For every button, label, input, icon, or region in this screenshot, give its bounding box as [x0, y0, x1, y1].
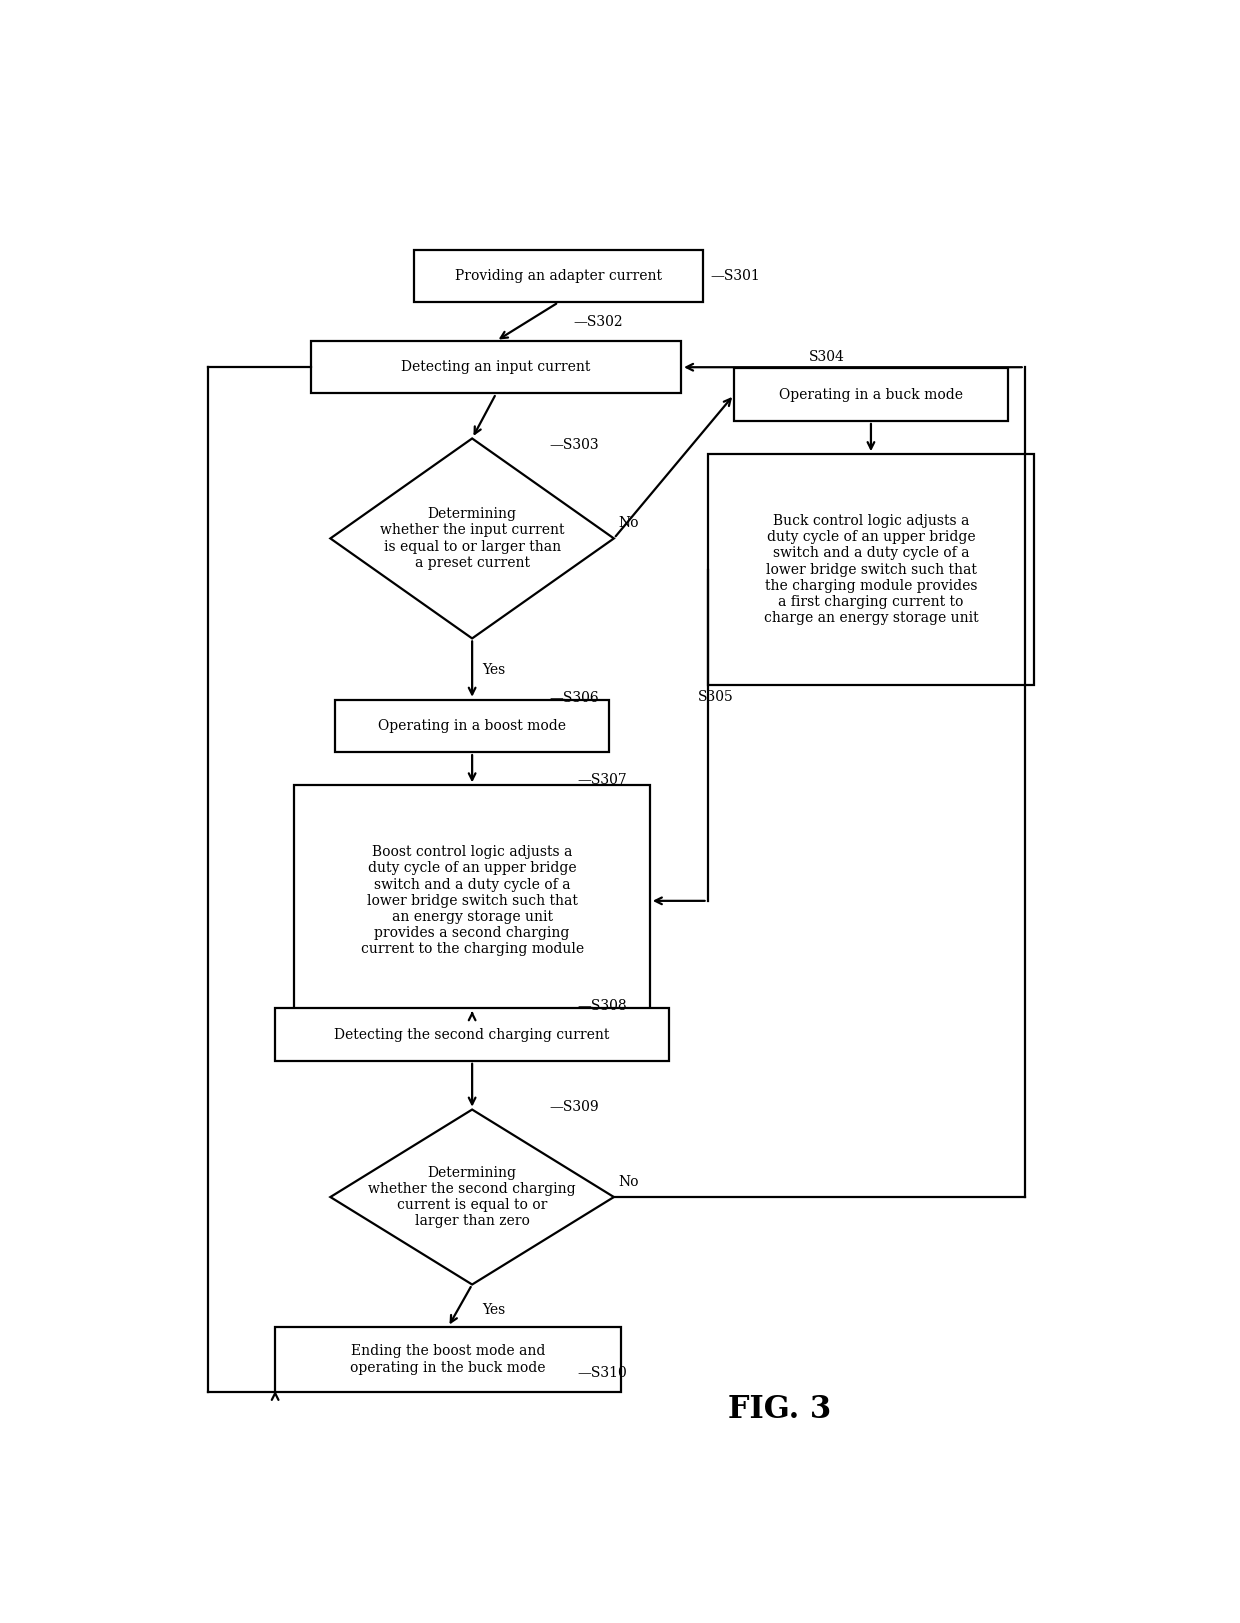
- Text: Yes: Yes: [481, 662, 505, 677]
- Text: —S307: —S307: [578, 773, 627, 787]
- Polygon shape: [330, 438, 614, 638]
- Bar: [294, 786, 650, 1016]
- Text: —S310: —S310: [578, 1367, 627, 1380]
- Bar: [708, 454, 1034, 685]
- Text: Operating in a boost mode: Operating in a boost mode: [378, 719, 567, 734]
- Text: —S308: —S308: [578, 998, 627, 1013]
- Text: Buck control logic adjusts a
duty cycle of an upper bridge
switch and a duty cyc: Buck control logic adjusts a duty cycle …: [764, 514, 978, 625]
- Text: —S301: —S301: [711, 269, 760, 282]
- Bar: [414, 250, 703, 302]
- Bar: [311, 341, 681, 393]
- Text: Detecting the second charging current: Detecting the second charging current: [335, 1027, 610, 1042]
- Text: S304: S304: [808, 351, 844, 364]
- Polygon shape: [330, 1110, 614, 1284]
- Bar: [275, 1328, 621, 1393]
- Text: —S309: —S309: [549, 1100, 599, 1113]
- Text: No: No: [619, 1175, 639, 1190]
- Text: Boost control logic adjusts a
duty cycle of an upper bridge
switch and a duty cy: Boost control logic adjusts a duty cycle…: [361, 846, 584, 956]
- Text: S305: S305: [698, 690, 734, 704]
- Bar: [335, 700, 609, 751]
- Bar: [734, 368, 1008, 420]
- Bar: [275, 1008, 670, 1061]
- Text: Yes: Yes: [481, 1303, 505, 1316]
- Text: —S303: —S303: [549, 438, 599, 451]
- Text: Providing an adapter current: Providing an adapter current: [455, 269, 662, 282]
- Text: FIG. 3: FIG. 3: [728, 1394, 831, 1425]
- Text: No: No: [619, 516, 639, 531]
- Text: Ending the boost mode and
operating in the buck mode: Ending the boost mode and operating in t…: [351, 1344, 546, 1375]
- Text: Detecting an input current: Detecting an input current: [402, 360, 590, 375]
- Text: Operating in a buck mode: Operating in a buck mode: [779, 388, 963, 403]
- Text: Determining
whether the second charging
current is equal to or
larger than zero: Determining whether the second charging …: [368, 1165, 575, 1229]
- Text: —S302: —S302: [573, 315, 622, 329]
- Text: Determining
whether the input current
is equal to or larger than
a preset curren: Determining whether the input current is…: [379, 506, 564, 570]
- Text: —S306: —S306: [549, 691, 599, 706]
